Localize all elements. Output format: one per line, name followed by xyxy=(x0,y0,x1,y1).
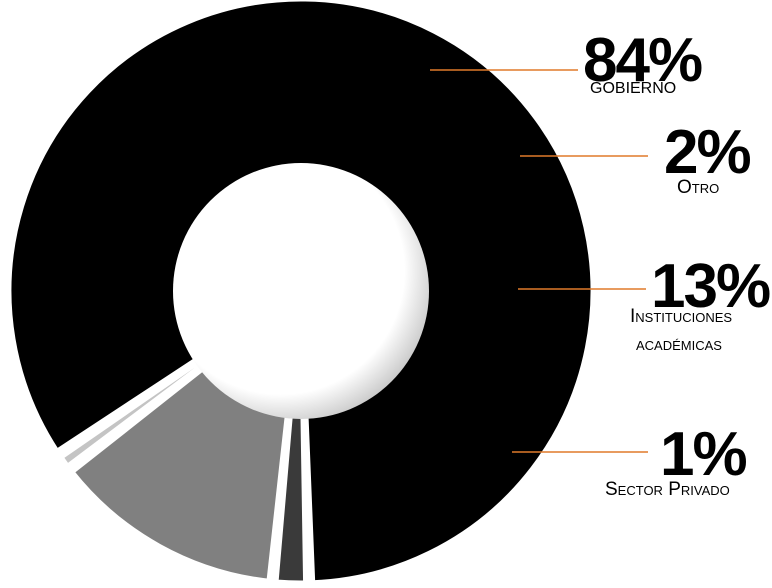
category-label-sector-privado: Sector Privado xyxy=(605,479,730,500)
value-label-instituciones: 13% xyxy=(651,252,771,321)
category-label-gobierno: GOBIERNO xyxy=(590,80,677,97)
category-label-instituciones-line2: académicas xyxy=(636,334,722,355)
slices-group xyxy=(6,0,596,586)
donut-hole xyxy=(173,163,429,419)
leader-lines-group xyxy=(430,69,648,453)
value-label-sector-privado: 1% xyxy=(660,420,748,489)
value-label-otro: 2% xyxy=(664,118,752,187)
value-label-gobierno: 84% xyxy=(583,26,703,95)
category-label-instituciones-line1: Instituciones xyxy=(630,306,733,327)
category-label-otro: Otro xyxy=(677,177,720,198)
